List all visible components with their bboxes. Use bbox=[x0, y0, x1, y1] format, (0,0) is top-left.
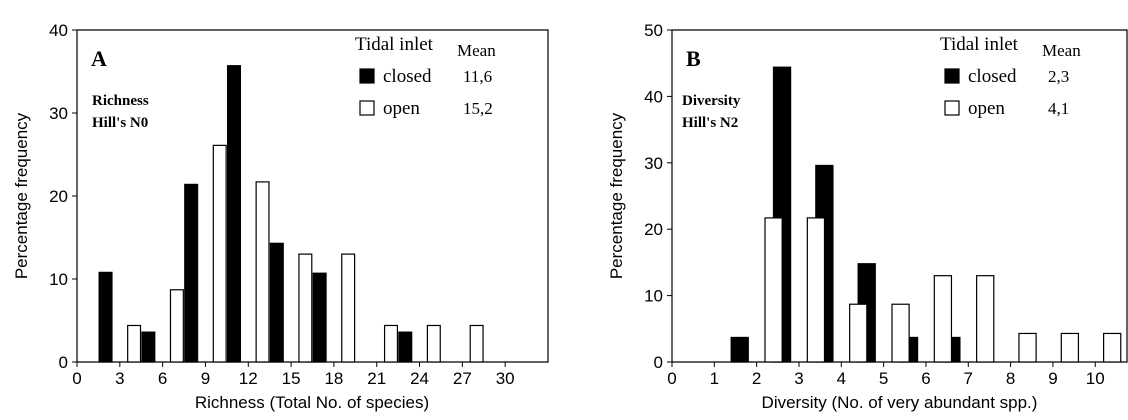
x-tick-label: 24 bbox=[410, 369, 429, 388]
y-axis-label: Percentage frequency bbox=[607, 112, 626, 279]
annotation: Diversity bbox=[682, 93, 741, 109]
x-tick-label: 5 bbox=[879, 369, 888, 388]
x-tick-label: 10 bbox=[1086, 369, 1105, 388]
x-tick-label: 4 bbox=[837, 369, 846, 388]
bar bbox=[730, 336, 749, 363]
bar bbox=[383, 324, 399, 363]
frame bbox=[671, 29, 1128, 363]
bar bbox=[469, 324, 484, 363]
y-tick-label: 20 bbox=[49, 187, 68, 206]
panel-label: A bbox=[91, 46, 107, 71]
bar bbox=[141, 331, 156, 363]
frame bbox=[76, 29, 549, 363]
bar bbox=[806, 217, 826, 363]
bar bbox=[891, 303, 910, 363]
x-tick-label: 3 bbox=[115, 369, 124, 388]
bar bbox=[849, 303, 868, 363]
x-tick-label: 6 bbox=[921, 369, 930, 388]
bar bbox=[312, 272, 327, 363]
annotation: Hill's N2 bbox=[682, 115, 738, 131]
mean-title: Mean bbox=[457, 41, 496, 60]
bar bbox=[976, 275, 995, 363]
y-tick-label: 20 bbox=[644, 220, 663, 239]
x-tick-label: 0 bbox=[72, 369, 81, 388]
legend-swatch bbox=[359, 100, 375, 116]
bar bbox=[1103, 332, 1122, 363]
bar bbox=[212, 144, 227, 363]
y-tick-label: 30 bbox=[49, 104, 68, 123]
y-tick-label: 50 bbox=[644, 21, 663, 40]
annotation: Richness bbox=[92, 93, 149, 109]
y-tick-label: 30 bbox=[644, 154, 663, 173]
y-tick-label: 40 bbox=[49, 21, 68, 40]
legend-mean: 15,2 bbox=[463, 99, 493, 118]
bar bbox=[98, 271, 113, 363]
bar bbox=[398, 331, 413, 363]
y-tick-label: 40 bbox=[644, 87, 663, 106]
y-tick-label: 0 bbox=[59, 353, 68, 372]
legend-label: closed bbox=[383, 66, 432, 87]
legend-label: open bbox=[968, 98, 1005, 119]
x-tick-label: 3 bbox=[794, 369, 803, 388]
legend-title: Tidal inlet bbox=[940, 34, 1019, 55]
panel-label: B bbox=[686, 46, 701, 71]
bar bbox=[1018, 332, 1037, 363]
legend-swatch bbox=[944, 68, 960, 84]
bar bbox=[226, 65, 242, 363]
legend-label: closed bbox=[968, 66, 1017, 87]
x-tick-label: 15 bbox=[282, 369, 301, 388]
legend-mean: 2,3 bbox=[1048, 67, 1069, 86]
legend-mean: 11,6 bbox=[463, 67, 492, 86]
x-tick-label: 18 bbox=[324, 369, 343, 388]
x-tick-label: 2 bbox=[752, 369, 761, 388]
bar bbox=[341, 253, 356, 363]
bar bbox=[169, 289, 184, 363]
x-tick-label: 6 bbox=[158, 369, 167, 388]
legend-title: Tidal inlet bbox=[355, 34, 434, 55]
x-tick-label: 7 bbox=[964, 369, 973, 388]
bar bbox=[933, 275, 953, 363]
y-tick-label: 0 bbox=[654, 353, 663, 372]
x-tick-label: 9 bbox=[201, 369, 210, 388]
bar bbox=[298, 253, 313, 363]
x-tick-label: 12 bbox=[239, 369, 258, 388]
x-axis-label: Richness (Total No. of species) bbox=[195, 393, 429, 412]
bar bbox=[1060, 332, 1080, 363]
bar bbox=[269, 242, 284, 363]
legend-swatch bbox=[359, 68, 375, 84]
x-tick-label: 8 bbox=[1006, 369, 1015, 388]
x-tick-label: 9 bbox=[1048, 369, 1057, 388]
legend-label: open bbox=[383, 98, 420, 119]
bar bbox=[255, 181, 270, 363]
x-tick-label: 1 bbox=[710, 369, 719, 388]
legend-swatch bbox=[944, 100, 960, 116]
bar bbox=[426, 324, 441, 363]
x-axis-label: Diversity (No. of very abundant spp.) bbox=[762, 393, 1038, 412]
x-tick-label: 0 bbox=[667, 369, 676, 388]
y-tick-label: 10 bbox=[49, 270, 68, 289]
bar bbox=[184, 183, 199, 363]
y-tick-label: 10 bbox=[644, 287, 663, 306]
bar bbox=[764, 217, 783, 363]
x-tick-label: 30 bbox=[496, 369, 515, 388]
y-axis-label: Percentage frequency bbox=[12, 112, 31, 279]
bar bbox=[127, 324, 142, 363]
x-tick-label: 21 bbox=[367, 369, 386, 388]
legend-mean: 4,1 bbox=[1048, 99, 1069, 118]
x-tick-label: 27 bbox=[453, 369, 472, 388]
annotation: Hill's N0 bbox=[92, 115, 148, 131]
mean-title: Mean bbox=[1042, 41, 1081, 60]
